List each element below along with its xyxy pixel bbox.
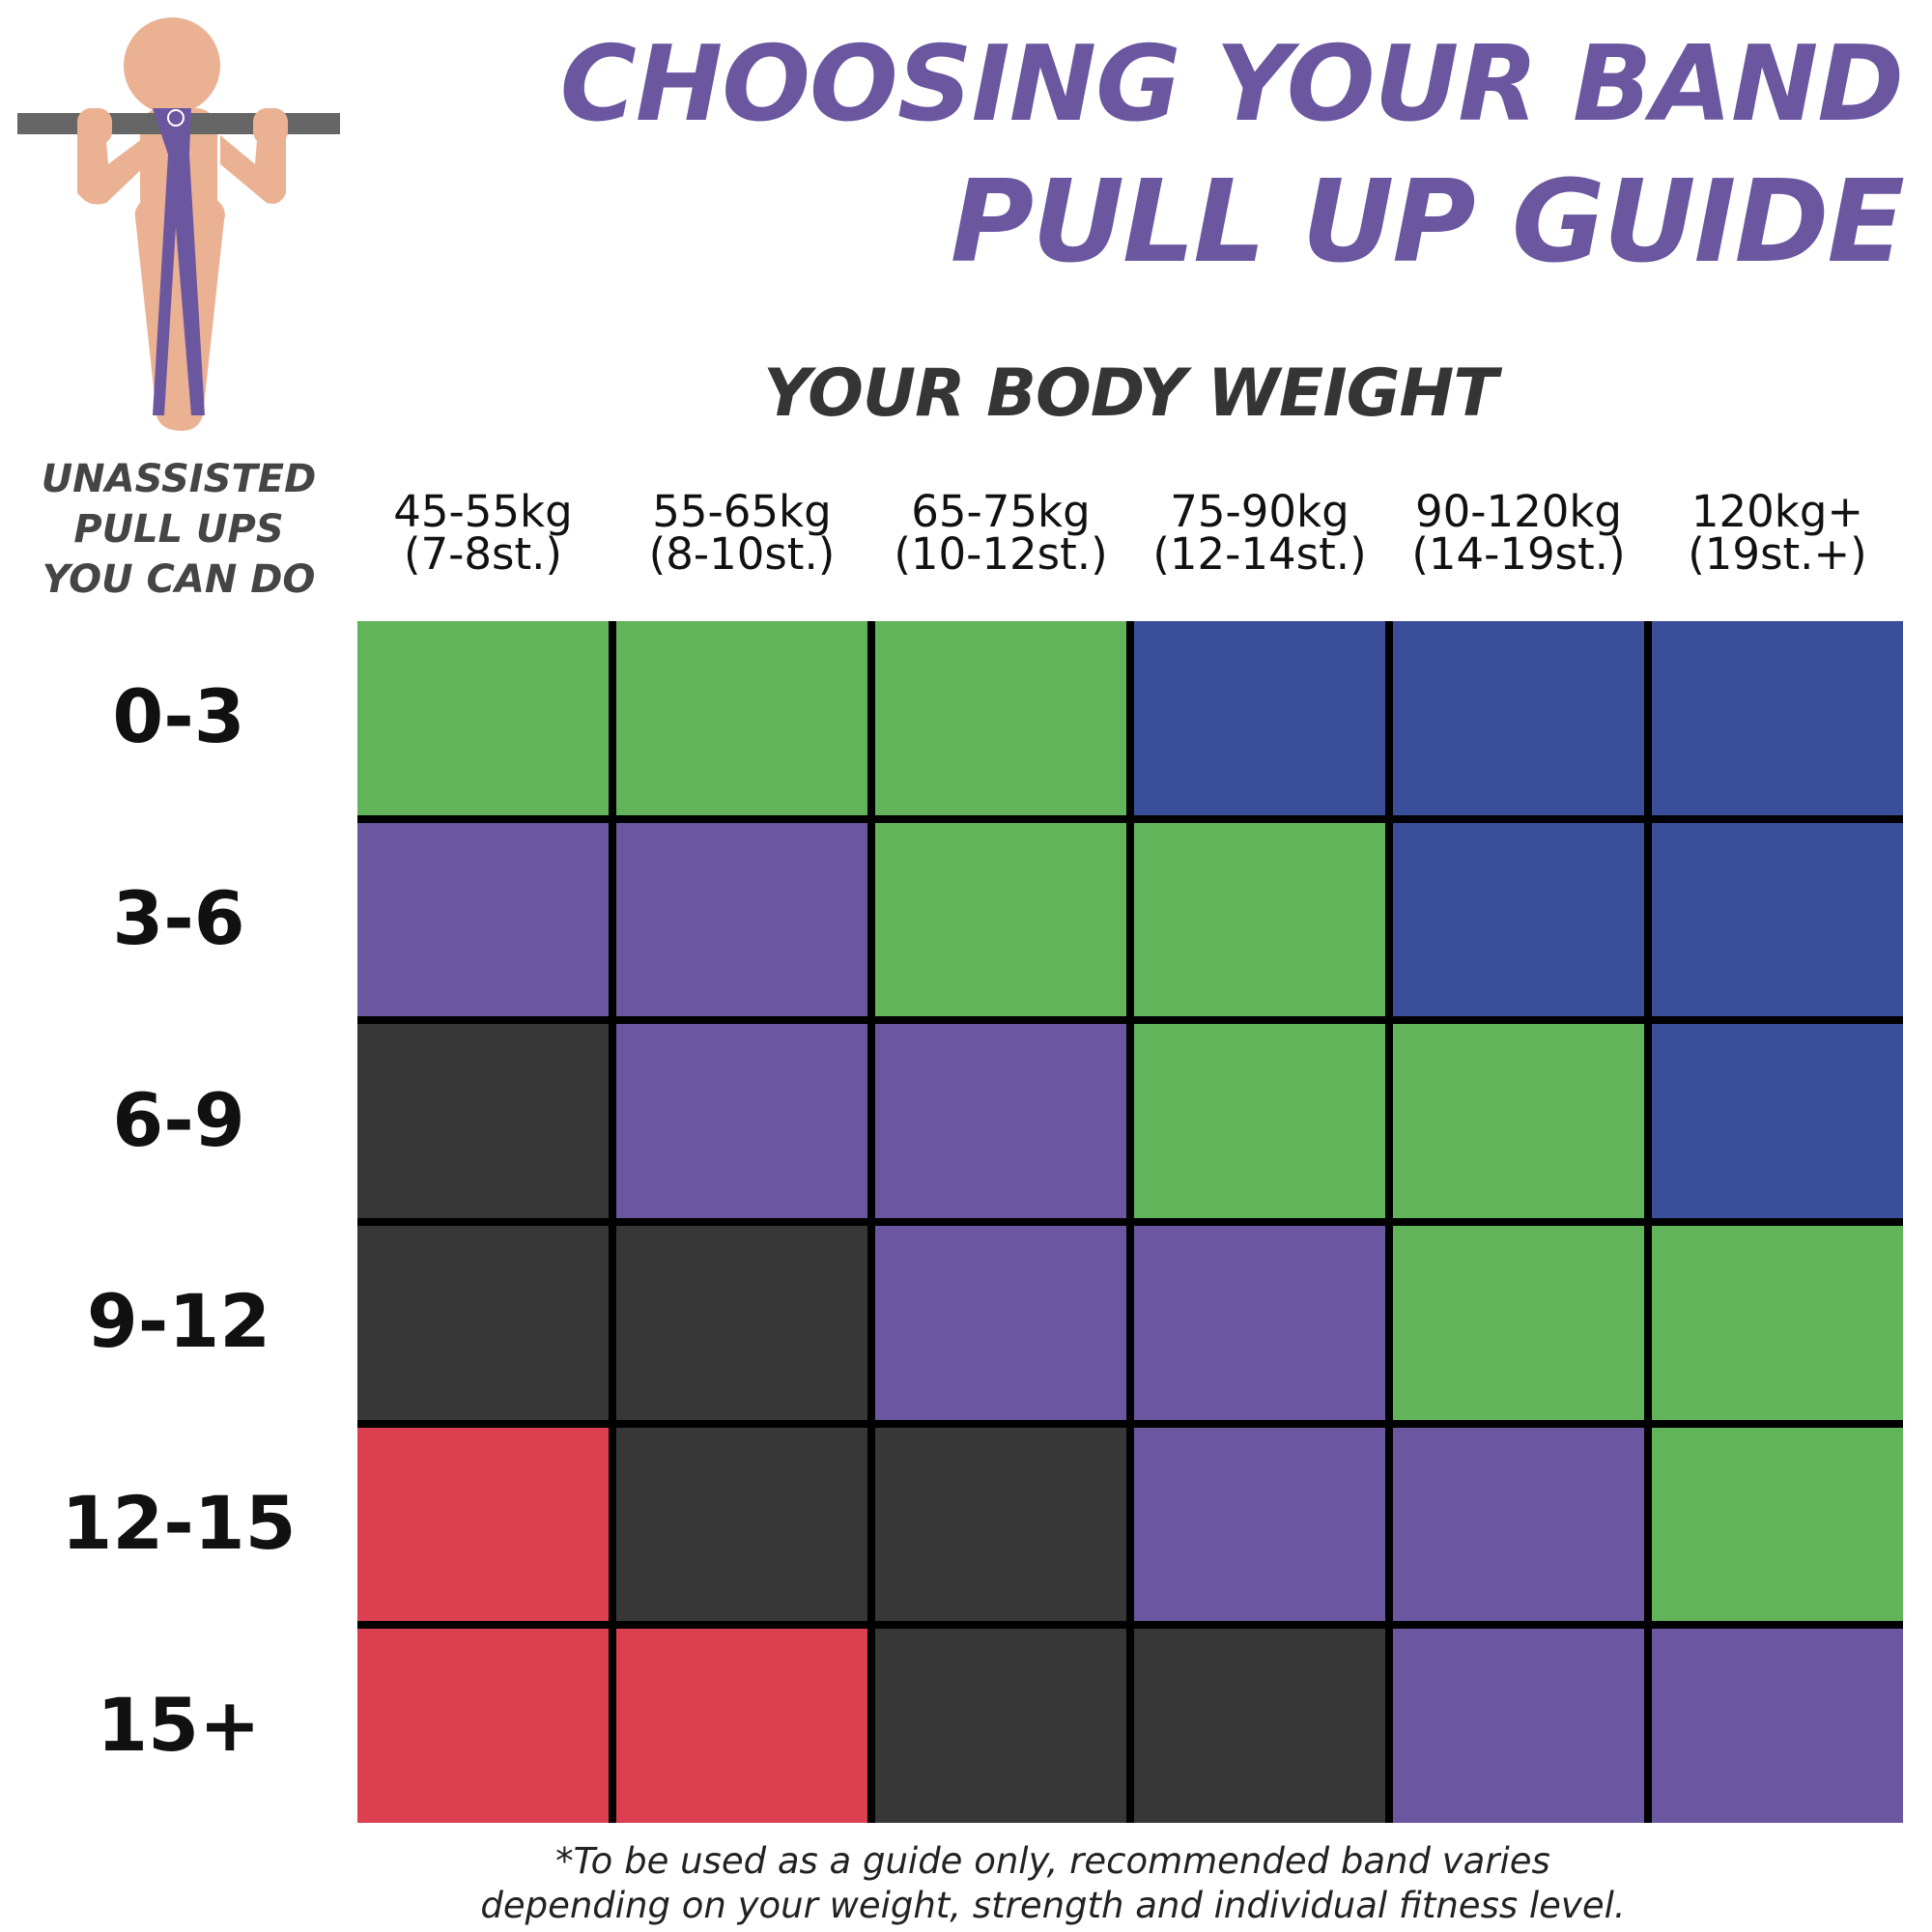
heatmap-cell-r5-c5: [1652, 1629, 1903, 1823]
heatmap-cell-r0-c1: [616, 621, 867, 815]
footnote: *To be used as a guide only, recommended…: [480, 1840, 1626, 1926]
heatmap-cell-r0-c5: [1652, 621, 1903, 815]
row-header: 9-12: [86, 1278, 271, 1365]
heatmap-cell-r4-c2: [875, 1427, 1126, 1622]
column-header-kg: 65-75kg: [911, 486, 1091, 537]
column-header-kg: 90-120kg: [1414, 486, 1622, 537]
heatmap-cell-r1-c1: [616, 822, 867, 1017]
heatmap-cell-r3-c2: [875, 1226, 1126, 1420]
heatmap-cell-r5-c2: [875, 1629, 1126, 1823]
row-header: 12-15: [61, 1480, 297, 1566]
heatmap-cell-r4-c3: [1134, 1427, 1385, 1622]
row-header: 3-6: [112, 875, 245, 961]
column-header: 65-75kg (10-12st.): [871, 486, 1130, 580]
row-header: 0-3: [112, 673, 245, 760]
heatmap-cell-r1-c4: [1393, 822, 1644, 1017]
heatmap-cell-r0-c4: [1393, 621, 1644, 815]
heatmap-cell-r1-c2: [875, 822, 1126, 1017]
heatmap-cell-r5-c1: [616, 1629, 867, 1823]
title-line-2: PULL UP GUIDE: [950, 155, 1905, 288]
heatmap-cell-r2-c4: [1393, 1024, 1644, 1218]
column-header-kg: 120kg+: [1690, 486, 1864, 537]
resistance-band: [153, 108, 205, 415]
column-header-stone: (8-10st.): [648, 528, 836, 580]
pull-up-figure-icon: [17, 17, 340, 432]
heatmap-cell-r2-c2: [875, 1024, 1126, 1218]
heatmap-cell-r0-c0: [357, 621, 609, 815]
heatmap-cell-r5-c0: [357, 1629, 609, 1823]
y-axis-title: UNASSISTED PULL UPS YOU CAN DO: [41, 457, 317, 602]
column-header-kg: 55-65kg: [652, 486, 832, 537]
column-header: 55-65kg (8-10st.): [612, 486, 871, 580]
heatmap-cell-r5-c3: [1134, 1629, 1385, 1823]
heatmap-cell-r2-c3: [1134, 1024, 1385, 1218]
row-header: 15+: [97, 1681, 261, 1768]
column-header: 120kg+ (19st.+): [1648, 486, 1907, 580]
column-header: 45-55kg (7-8st.): [354, 486, 612, 580]
column-header-stone: (12-14st.): [1152, 528, 1367, 580]
heatmap-cell-r3-c5: [1652, 1226, 1903, 1420]
heatmap-cell-r4-c1: [616, 1427, 867, 1622]
heatmap-cell-r4-c4: [1393, 1427, 1644, 1622]
heatmap-cell-r3-c1: [616, 1226, 867, 1420]
heatmap-cell-r3-c3: [1134, 1226, 1385, 1420]
column-header-stone: (14-19st.): [1411, 528, 1626, 580]
band-heatmap: [357, 621, 1903, 1823]
heatmap-cell-r2-c0: [357, 1024, 609, 1218]
heatmap-cell-r5-c4: [1393, 1629, 1644, 1823]
heatmap-cell-r3-c0: [357, 1226, 609, 1420]
figure-head: [124, 17, 220, 114]
heatmap-cell-r1-c0: [357, 822, 609, 1017]
heatmap-cell-r1-c5: [1652, 822, 1903, 1017]
title-line-1: CHOOSING YOUR BAND: [559, 24, 1904, 145]
column-header-kg: 45-55kg: [393, 486, 573, 537]
column-header-stone: (7-8st.): [403, 528, 562, 580]
column-header-stone: (19st.+): [1688, 528, 1867, 580]
heatmap-cell-r0-c3: [1134, 621, 1385, 815]
heatmap-cell-r1-c3: [1134, 822, 1385, 1017]
heatmap-cell-r2-c1: [616, 1024, 867, 1218]
heatmap-cell-r4-c0: [357, 1427, 609, 1622]
heatmap-cell-r0-c2: [875, 621, 1126, 815]
row-header: 6-9: [112, 1076, 245, 1163]
column-header: 90-120kg (14-19st.): [1389, 486, 1648, 580]
column-header-stone: (10-12st.): [894, 528, 1108, 580]
column-header: 75-90kg (12-14st.): [1130, 486, 1389, 580]
heatmap-cell-r3-c4: [1393, 1226, 1644, 1420]
column-header-kg: 75-90kg: [1170, 486, 1350, 537]
heatmap-cell-r4-c5: [1652, 1427, 1903, 1622]
x-axis-title: YOUR BODY WEIGHT: [763, 355, 1497, 432]
heatmap-cell-r2-c5: [1652, 1024, 1903, 1218]
